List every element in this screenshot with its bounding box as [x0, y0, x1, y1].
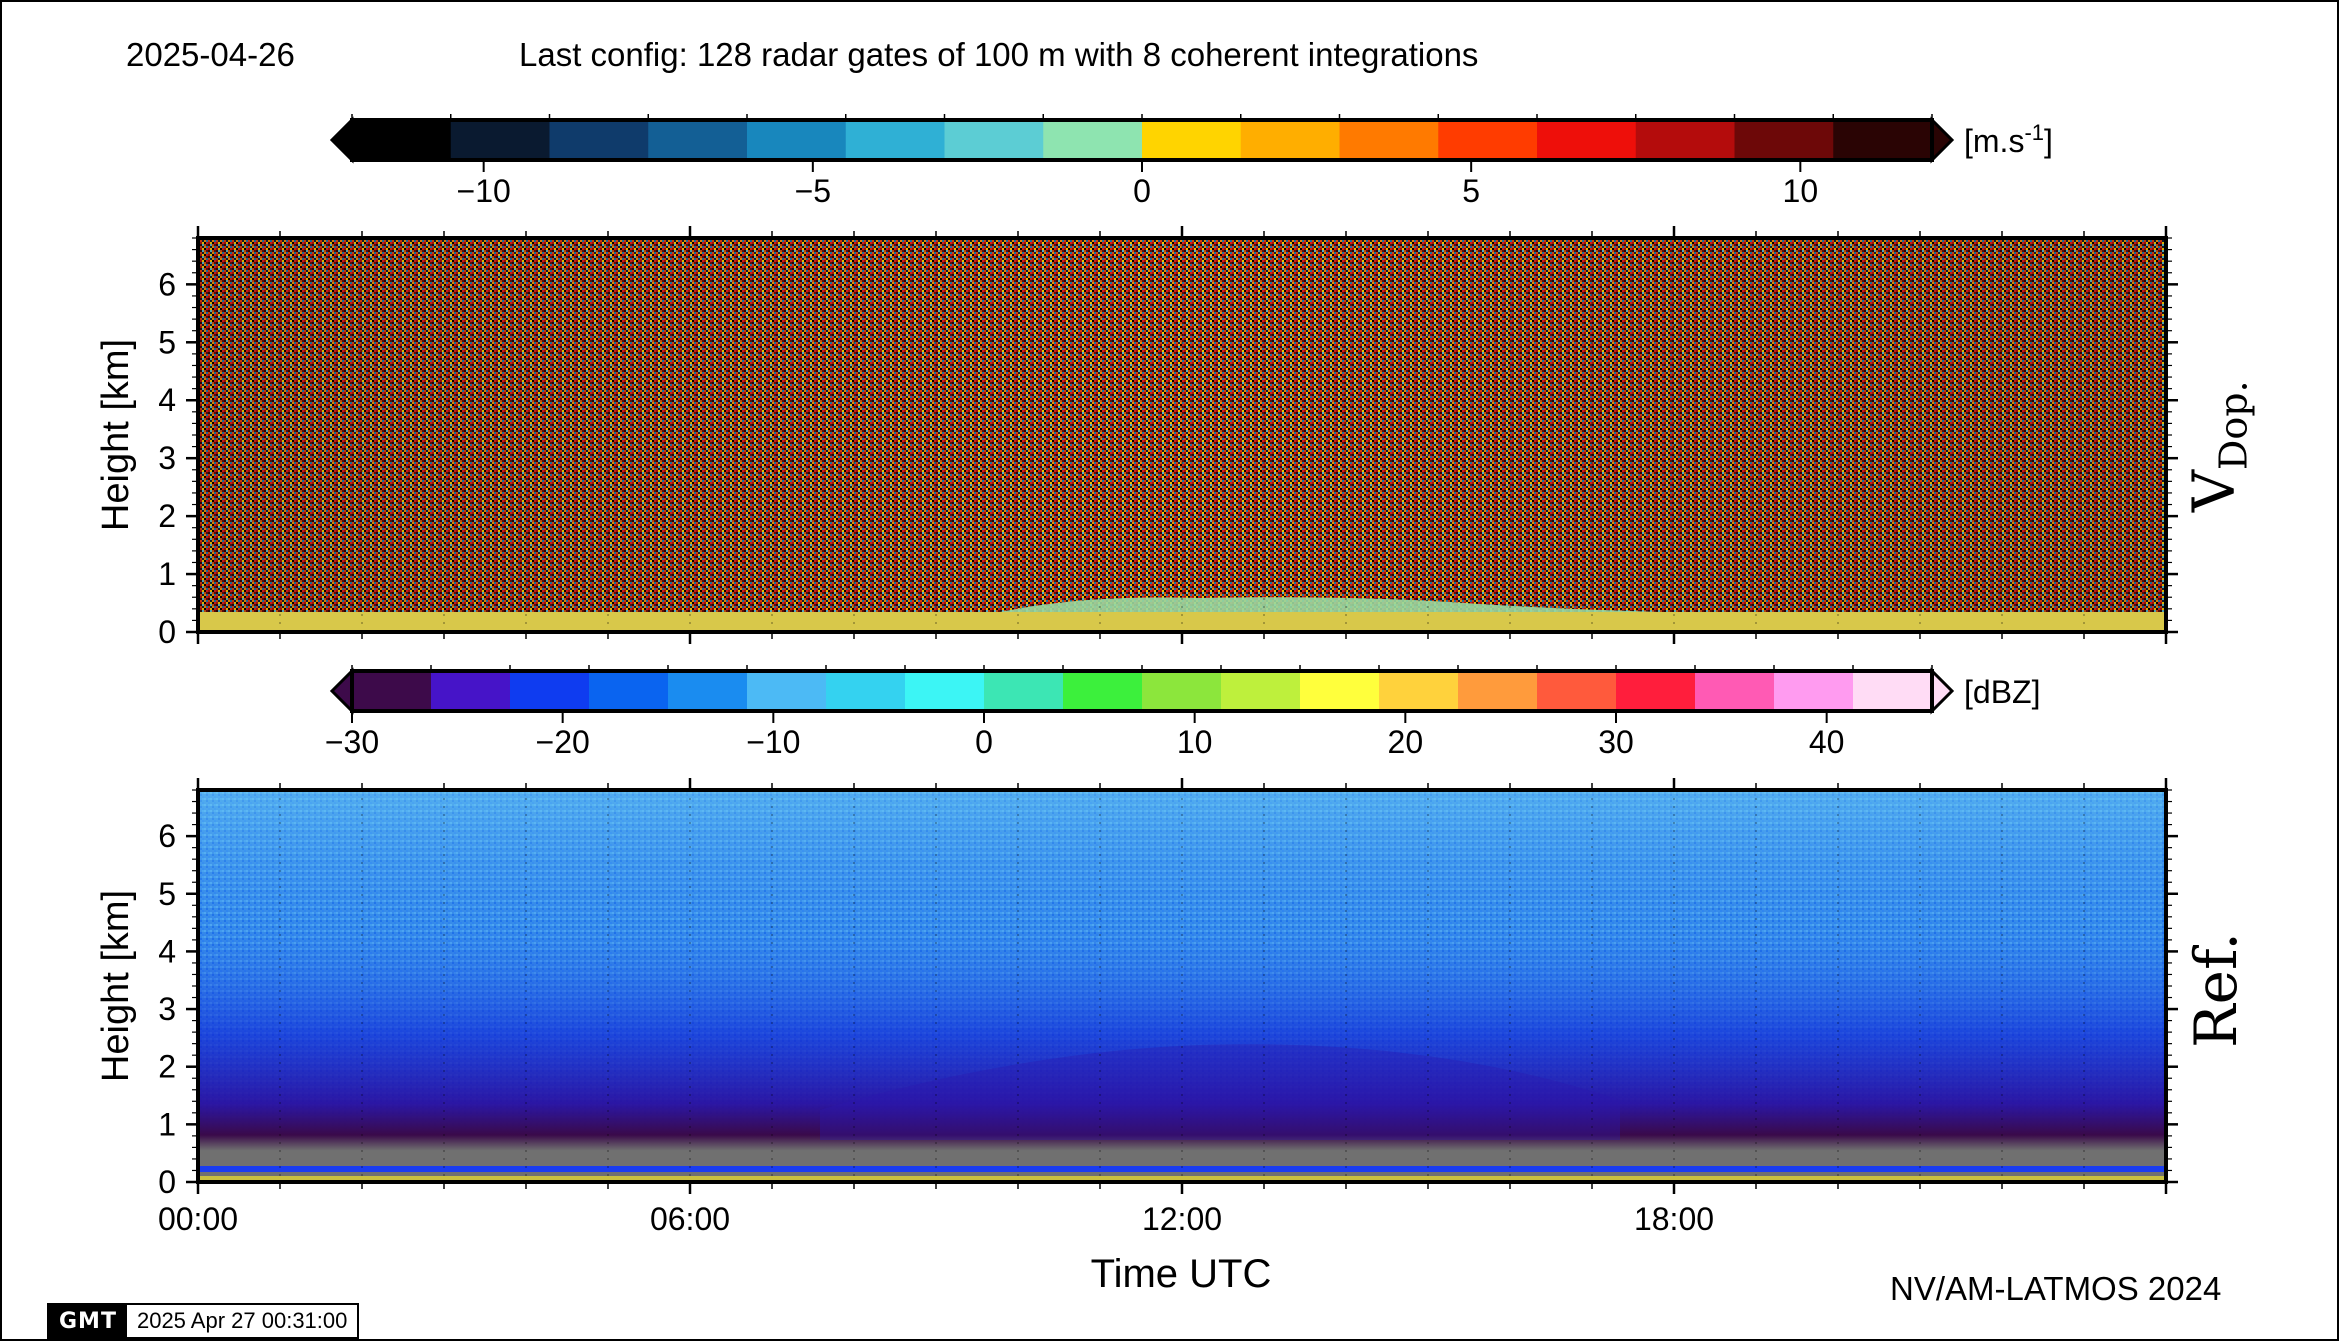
doppler-ytick-label: 3 [158, 440, 176, 476]
reflectivity-colorbar-swatch [1221, 671, 1301, 711]
reflectivity-colorbar-swatch [589, 671, 669, 711]
doppler-colorbar-swatch [944, 120, 1044, 160]
reflectivity-colorbar-swatch [747, 671, 827, 711]
reflectivity-axes: 0 1 2 3 4 5 6 Height [km] 00:00 06:00 12:00 18:00 Ti… [95, 778, 2178, 1296]
reflectivity-colorbar-right-arrow [1930, 667, 1955, 715]
doppler-colorbar-left-arrow [329, 116, 354, 164]
reflectivity-colorbar-swatch [1537, 671, 1617, 711]
reflectivity-colorbar-swatch [352, 671, 432, 711]
reflectivity-ytick-label: 6 [158, 818, 176, 854]
doppler-panel [196, 236, 2168, 634]
doppler-colorbar-swatch [845, 120, 946, 160]
reflectivity-colorbar-swatch [1379, 671, 1459, 711]
doppler-colorbar-swatch [747, 120, 847, 160]
reflectivity-colorbar [329, 667, 1955, 715]
doppler-colorbar-tick-label: 10 [1783, 173, 1819, 209]
reflectivity-colorbar-swatch [826, 671, 906, 711]
doppler-ytick-label: 6 [158, 266, 176, 302]
reflectivity-colorbar-tick-label: 30 [1598, 724, 1634, 760]
doppler-ylabel: Height [km] [95, 339, 137, 531]
doppler-colorbar-swatch [549, 120, 649, 160]
reflectivity-surface-line [198, 1166, 2166, 1172]
reflectivity-ytick-label: 2 [158, 1049, 176, 1085]
reflectivity-colorbar-tick-label: 10 [1177, 724, 1213, 760]
doppler-colorbar-swatch [1142, 120, 1242, 160]
reflectivity-daytime-lift [820, 1044, 1620, 1140]
doppler-ytick-label: 5 [158, 324, 176, 360]
reflectivity-ytick-label: 1 [158, 1106, 176, 1142]
reflectivity-colorbar-swatch [1063, 671, 1143, 711]
reflectivity-colorbar-tick-label: −20 [536, 724, 590, 760]
doppler-colorbar-tick-label: −5 [795, 173, 831, 209]
reflectivity-colorbar-tick-label: 40 [1809, 724, 1845, 760]
gmt-logo: GMT [49, 1305, 127, 1337]
doppler-axes: 0 1 2 3 4 5 6 Height [km] [95, 226, 2178, 650]
doppler-colorbar-unit: [m.s-1] [1964, 120, 2053, 159]
doppler-colorbar-swatch [1734, 120, 1834, 160]
doppler-colorbar-swatch [1537, 120, 1637, 160]
reflectivity-xtick-label: 00:00 [158, 1201, 238, 1237]
reflectivity-colorbar-swatch [1853, 671, 1933, 711]
reflectivity-colorbar-swatch [431, 671, 511, 711]
reflectivity-panel-label: Ref. [2182, 932, 2250, 1048]
reflectivity-ytick-label: 5 [158, 876, 176, 912]
reflectivity-colorbar-tick-label: 0 [975, 724, 993, 760]
reflectivity-colorbar-swatch [1616, 671, 1696, 711]
doppler-colorbar-swatch [1043, 120, 1143, 160]
doppler-panel-label: VDop. [2180, 380, 2256, 512]
reflectivity-colorbar-tick-label: −30 [325, 724, 379, 760]
reflectivity-colorbar-unit: [dBZ] [1964, 674, 2040, 710]
credit-label: NV/AM-LATMOS 2024 [1890, 1270, 2222, 1307]
reflectivity-colorbar-tick-label: 20 [1388, 724, 1424, 760]
reflectivity-colorbar-left-arrow [329, 667, 354, 715]
reflectivity-colorbar-swatch [1458, 671, 1538, 711]
reflectivity-colorbar-swatch [1142, 671, 1222, 711]
reflectivity-xlabel: Time UTC [1091, 1252, 1272, 1296]
reflectivity-panel [196, 788, 2168, 1184]
reflectivity-xtick-label: 06:00 [650, 1201, 730, 1237]
reflectivity-colorbar-swatch [905, 671, 985, 711]
date-label: 2025-04-26 [126, 36, 295, 73]
doppler-colorbar-swatch [1339, 120, 1439, 160]
reflectivity-colorbar-swatch [1695, 671, 1775, 711]
reflectivity-colorbar-swatch [510, 671, 590, 711]
reflectivity-colorbar-tick-label: −10 [746, 724, 800, 760]
reflectivity-ground-line [198, 1176, 2166, 1180]
reflectivity-ytick-label: 0 [158, 1164, 176, 1200]
doppler-colorbar-swatch [648, 120, 748, 160]
doppler-colorbar [329, 116, 1955, 164]
reflectivity-xtick-label: 18:00 [1634, 1201, 1714, 1237]
doppler-colorbar-swatch [1635, 120, 1736, 160]
doppler-colorbar-swatch [1240, 120, 1341, 160]
doppler-colorbar-right-arrow [1930, 116, 1955, 164]
doppler-shading [198, 238, 2166, 632]
doppler-daytime-echo [1000, 597, 1660, 612]
doppler-colorbar-swatch [1438, 120, 1538, 160]
reflectivity-colorbar-swatch [984, 671, 1064, 711]
config-label: Last config: 128 radar gates of 100 m wi… [519, 36, 1479, 73]
doppler-colorbar-swatch [352, 120, 452, 160]
reflectivity-colorbar-swatch [668, 671, 748, 711]
reflectivity-ytick-label: 3 [158, 991, 176, 1027]
reflectivity-xtick-label: 12:00 [1142, 1201, 1222, 1237]
reflectivity-colorbar-swatch [1300, 671, 1380, 711]
doppler-colorbar-tick-label: 0 [1133, 173, 1151, 209]
doppler-colorbar-ticks: −10 −5 0 5 10 [m.s-1] [351, 114, 2053, 209]
timestamp-label: 2025 Apr 27 00:31:00 [126, 1305, 358, 1337]
doppler-ytick-label: 2 [158, 498, 176, 534]
doppler-ytick-label: 1 [158, 556, 176, 592]
reflectivity-ylabel: Height [km] [95, 890, 137, 1082]
gmt-timestamp: GMT 2025 Apr 27 00:31:00 [47, 1303, 360, 1339]
reflectivity-ytick-label: 4 [158, 933, 176, 969]
doppler-ytick-label: 4 [158, 382, 176, 418]
doppler-colorbar-swatch [450, 120, 551, 160]
doppler-colorbar-tick-label: −10 [457, 173, 511, 209]
doppler-colorbar-tick-label: 5 [1462, 173, 1480, 209]
doppler-ytick-label: 0 [158, 614, 176, 650]
reflectivity-colorbar-ticks: −30 −20 −10 0 10 20 30 40 [dBZ] [325, 665, 2040, 760]
reflectivity-colorbar-swatch [1774, 671, 1854, 711]
doppler-colorbar-swatch [1833, 120, 1933, 160]
